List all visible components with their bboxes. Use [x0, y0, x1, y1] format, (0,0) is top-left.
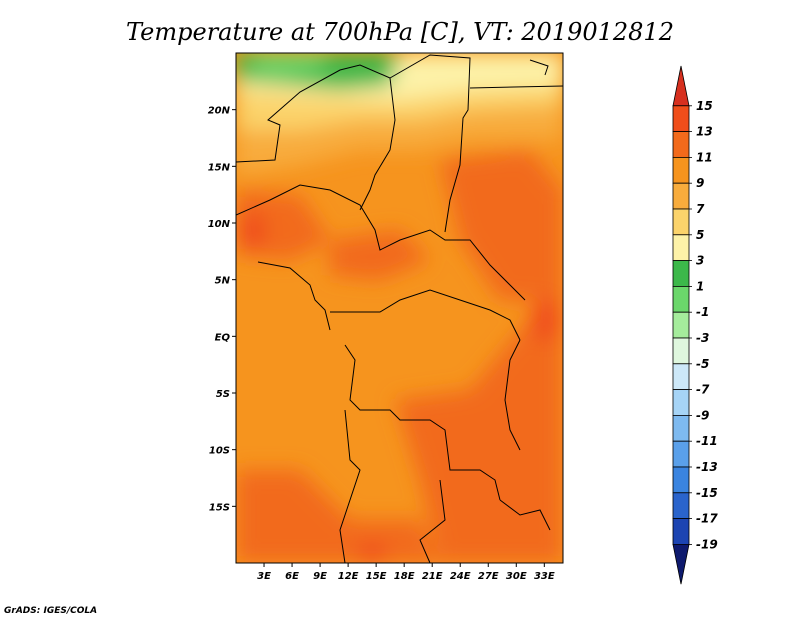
boundary-east-lakes — [504, 339, 521, 451]
boundary-zambia — [419, 479, 446, 563]
colorbar: 15 13 11 9 7 5 3 1 -1 -3 -5 -7 -9 -11 -13 -15 -17 -19 — [672, 65, 718, 585]
colorbar-label-14: -13 — [696, 460, 718, 474]
colorbar-swatch-1 — [672, 105, 690, 133]
colorbar-label-12: -9 — [696, 408, 709, 422]
field-warm-south — [236, 470, 440, 563]
colorbar-swatch-14 — [672, 440, 690, 468]
boundary-egypt-sudan — [469, 85, 563, 89]
colorbar-swatch-9 — [672, 311, 690, 339]
x-tick-label-2: 9E — [313, 571, 327, 582]
colorbar-arrow-bottom — [672, 544, 690, 585]
x-tick-label-4: 15E — [366, 571, 387, 582]
x-tick-label-9: 30E — [506, 571, 527, 582]
colorbar-label-4: 7 — [696, 202, 705, 216]
colorbar-label-1: 13 — [696, 125, 713, 139]
boundary-coast-gulf — [257, 261, 331, 331]
colorbar-arrow-top — [672, 65, 690, 107]
chart-title: Temperature at 700hPa [C], VT: 201901281… — [126, 18, 674, 46]
colorbar-label-17: -19 — [696, 537, 718, 551]
field-band-minus1 — [250, 53, 330, 75]
x-axis-ticks: 3E 6E 9E 12E 15E 18E 21E 24E 27E 30E 33E — [257, 563, 555, 582]
field-warm-center — [330, 230, 430, 280]
grads-credit: GrADS: IGES/COLA — [4, 606, 97, 616]
colorbar-swatch-11 — [672, 363, 690, 390]
boundary-equatorial — [330, 289, 521, 341]
colorbar-swatch-15 — [672, 466, 690, 494]
boundary-sahel-north — [236, 64, 396, 211]
y-tick-label-2: 10N — [208, 219, 231, 230]
field-shading — [236, 53, 563, 563]
boundary-southeast — [499, 499, 551, 531]
colorbar-label-9: -3 — [696, 331, 709, 345]
colorbar-label-13: -11 — [696, 434, 718, 448]
country-boundaries — [236, 54, 563, 563]
colorbar-swatch-6 — [672, 234, 690, 262]
y-tick-label-1: 15N — [208, 162, 231, 173]
field-hotspot-west — [238, 212, 266, 248]
colorbar-label-11: -7 — [696, 383, 710, 397]
x-tick-label-6: 21E — [422, 571, 443, 582]
colorbar-label-7: 1 — [696, 279, 704, 293]
boundary-angola-west — [339, 409, 361, 563]
colorbar-label-6: 3 — [696, 254, 704, 268]
y-tick-label-4: EQ — [215, 332, 231, 343]
boundary-sinai — [529, 59, 549, 76]
y-tick-label-3: 5N — [215, 276, 231, 287]
field-warm-northeast — [440, 150, 563, 300]
y-tick-label-0: 20N — [208, 106, 231, 117]
boundary-central — [236, 184, 526, 301]
x-tick-label-5: 18E — [394, 571, 415, 582]
boundary-angola-drc — [344, 344, 501, 501]
colorbar-swatch-12 — [672, 389, 690, 416]
colorbar-swatch-17 — [672, 518, 690, 545]
colorbar-swatch-8 — [672, 285, 690, 313]
x-tick-label-7: 24E — [450, 571, 471, 582]
colorbar-label-2: 11 — [696, 150, 713, 164]
boundary-chad-sudan — [389, 54, 471, 233]
colorbar-label-15: -15 — [696, 486, 718, 500]
x-tick-label-8: 27E — [478, 571, 499, 582]
colorbar-label-5: 5 — [696, 228, 704, 242]
map-frame — [235, 52, 564, 564]
colorbar-label-16: -17 — [696, 512, 718, 526]
x-tick-label-10: 33E — [534, 571, 555, 582]
y-tick-label-5: 5S — [216, 389, 230, 400]
y-tick-label-6: 10S — [209, 446, 230, 457]
field-hotspot-south — [356, 543, 388, 563]
colorbar-swatch-5 — [672, 208, 690, 236]
field-hotspot-lakes — [531, 298, 559, 342]
temperature-field — [236, 53, 563, 563]
colorbar-label-3: 9 — [696, 176, 704, 190]
colorbar-swatch-4 — [672, 182, 690, 210]
x-tick-label-1: 6E — [285, 571, 299, 582]
colorbar-swatch-7 — [672, 260, 690, 287]
colorbar-label-8: -1 — [696, 305, 709, 319]
x-tick-label-3: 12E — [338, 571, 359, 582]
colorbar-swatch-3 — [672, 156, 690, 184]
x-tick-label-0: 3E — [257, 571, 271, 582]
colorbar-swatch-2 — [672, 131, 690, 158]
colorbar-swatch-10 — [672, 337, 690, 365]
colorbar-label-0: 15 — [696, 99, 713, 113]
colorbar-swatch-13 — [672, 414, 690, 442]
colorbar-label-10: -5 — [696, 357, 709, 371]
y-tick-label-7: 15S — [209, 502, 230, 513]
field-warm-east — [395, 290, 563, 563]
y-axis-ticks: 20N 15N 10N 5N EQ 5S 10S 15S — [208, 106, 236, 513]
colorbar-swatch-16 — [672, 492, 690, 519]
